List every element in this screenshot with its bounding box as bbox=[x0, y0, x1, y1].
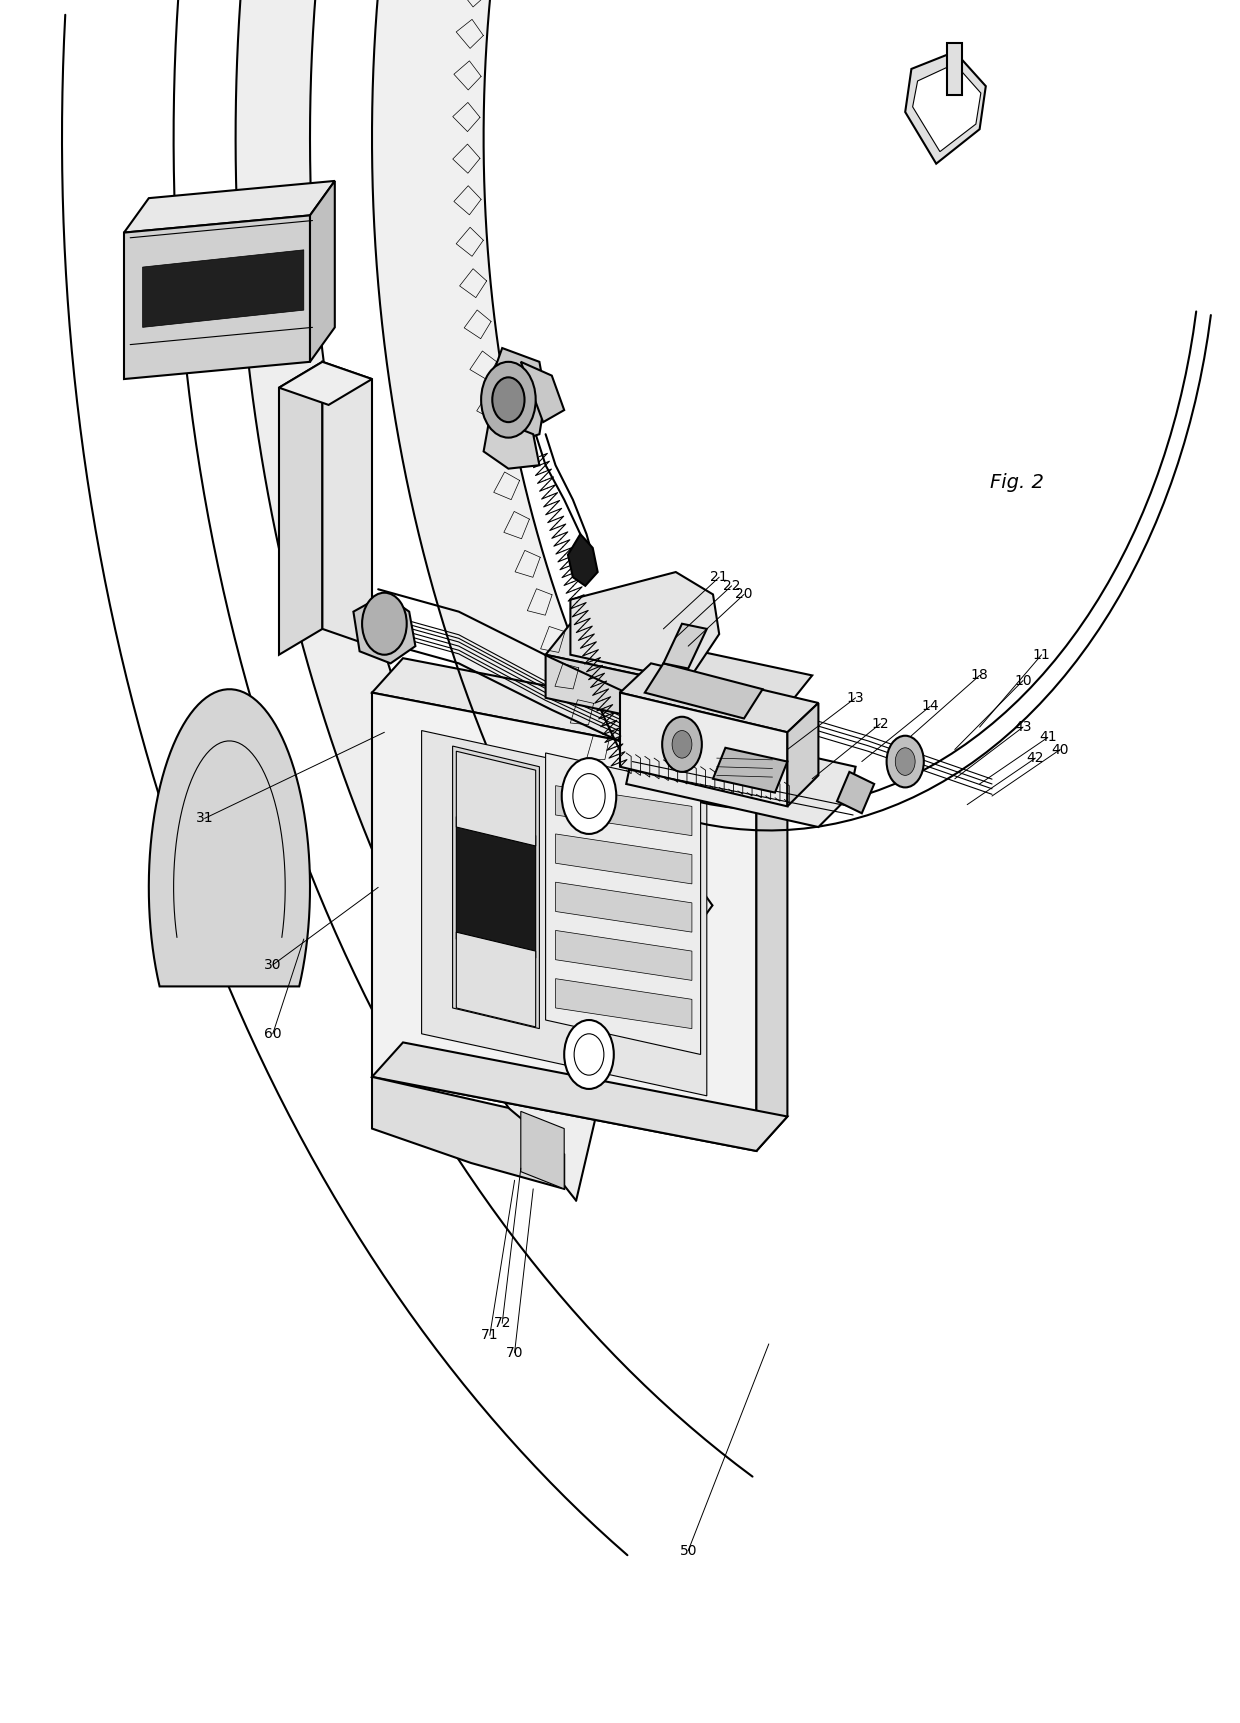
Polygon shape bbox=[456, 751, 536, 846]
Text: 18: 18 bbox=[971, 669, 988, 682]
Text: 13: 13 bbox=[847, 691, 864, 705]
Text: 50: 50 bbox=[680, 1544, 697, 1558]
Text: 10: 10 bbox=[1014, 674, 1032, 687]
Polygon shape bbox=[556, 786, 692, 836]
Polygon shape bbox=[570, 572, 719, 681]
Circle shape bbox=[895, 748, 915, 775]
Polygon shape bbox=[484, 417, 539, 469]
Text: 20: 20 bbox=[735, 588, 753, 601]
Polygon shape bbox=[713, 748, 787, 793]
Polygon shape bbox=[787, 703, 818, 806]
Polygon shape bbox=[453, 746, 539, 1029]
Text: 21: 21 bbox=[711, 570, 728, 584]
Text: 70: 70 bbox=[506, 1346, 523, 1359]
Circle shape bbox=[574, 1034, 604, 1075]
Polygon shape bbox=[913, 64, 981, 152]
Polygon shape bbox=[456, 817, 536, 958]
Polygon shape bbox=[372, 658, 787, 767]
Circle shape bbox=[562, 758, 616, 834]
Polygon shape bbox=[372, 0, 713, 1015]
Text: 43: 43 bbox=[1014, 720, 1032, 734]
Text: 12: 12 bbox=[872, 717, 889, 731]
Circle shape bbox=[573, 774, 605, 818]
Circle shape bbox=[492, 377, 525, 422]
Circle shape bbox=[362, 593, 407, 655]
Polygon shape bbox=[620, 693, 787, 806]
Text: 40: 40 bbox=[1052, 743, 1069, 756]
Circle shape bbox=[481, 362, 536, 438]
Polygon shape bbox=[143, 250, 304, 327]
Text: 14: 14 bbox=[921, 700, 939, 713]
Polygon shape bbox=[279, 362, 372, 405]
Polygon shape bbox=[124, 181, 335, 233]
Text: 42: 42 bbox=[1027, 751, 1044, 765]
Polygon shape bbox=[372, 693, 756, 1151]
Polygon shape bbox=[487, 348, 546, 448]
Polygon shape bbox=[372, 1042, 787, 1151]
Polygon shape bbox=[620, 663, 818, 732]
Polygon shape bbox=[546, 753, 701, 1054]
Circle shape bbox=[887, 736, 924, 787]
Polygon shape bbox=[905, 52, 986, 164]
Text: 41: 41 bbox=[1039, 731, 1056, 744]
Polygon shape bbox=[546, 655, 787, 750]
Polygon shape bbox=[149, 689, 310, 986]
Polygon shape bbox=[310, 181, 335, 362]
Polygon shape bbox=[756, 732, 787, 1151]
Polygon shape bbox=[663, 624, 707, 669]
Polygon shape bbox=[626, 724, 856, 827]
Polygon shape bbox=[353, 594, 415, 663]
Polygon shape bbox=[568, 534, 598, 586]
Polygon shape bbox=[556, 930, 692, 980]
Text: 11: 11 bbox=[1033, 648, 1050, 662]
Text: 30: 30 bbox=[264, 958, 281, 972]
Text: 22: 22 bbox=[723, 579, 740, 593]
Polygon shape bbox=[645, 663, 763, 718]
Polygon shape bbox=[521, 1111, 564, 1189]
Polygon shape bbox=[521, 362, 564, 422]
Polygon shape bbox=[556, 834, 692, 884]
Polygon shape bbox=[422, 731, 707, 1096]
Circle shape bbox=[672, 731, 692, 758]
Circle shape bbox=[662, 717, 702, 772]
Polygon shape bbox=[947, 43, 962, 95]
Polygon shape bbox=[279, 362, 322, 655]
Polygon shape bbox=[322, 362, 372, 646]
Polygon shape bbox=[236, 0, 601, 1201]
Polygon shape bbox=[546, 624, 812, 706]
Polygon shape bbox=[124, 215, 310, 379]
Text: Fig. 2: Fig. 2 bbox=[990, 472, 1044, 493]
Circle shape bbox=[564, 1020, 614, 1089]
Text: 60: 60 bbox=[264, 1027, 281, 1041]
Text: 31: 31 bbox=[196, 812, 213, 825]
Polygon shape bbox=[556, 979, 692, 1029]
Text: 72: 72 bbox=[494, 1316, 511, 1330]
Polygon shape bbox=[456, 932, 536, 1027]
Polygon shape bbox=[837, 772, 874, 813]
Polygon shape bbox=[372, 1077, 564, 1189]
Text: 71: 71 bbox=[481, 1328, 498, 1342]
Polygon shape bbox=[556, 882, 692, 932]
